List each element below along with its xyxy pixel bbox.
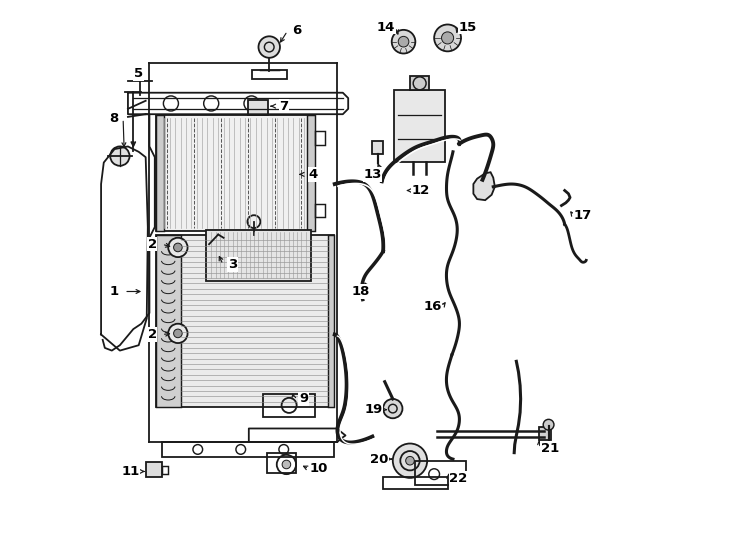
Circle shape: [543, 420, 554, 430]
Bar: [539, 427, 550, 440]
Text: 17: 17: [574, 208, 592, 222]
Text: 5: 5: [134, 68, 143, 80]
Text: 1: 1: [110, 285, 119, 298]
Circle shape: [168, 238, 188, 257]
Circle shape: [383, 399, 402, 418]
Circle shape: [406, 456, 414, 465]
Circle shape: [168, 323, 188, 343]
Bar: [248, 100, 268, 114]
Text: 3: 3: [228, 258, 237, 271]
Bar: [372, 141, 383, 154]
Bar: [156, 115, 315, 231]
Bar: [383, 477, 448, 489]
Text: 18: 18: [352, 285, 370, 298]
Circle shape: [282, 460, 291, 469]
Text: 5: 5: [134, 68, 143, 80]
Bar: [415, 461, 466, 485]
Text: 13: 13: [363, 168, 382, 181]
Text: 2: 2: [148, 238, 156, 251]
Text: 7: 7: [279, 100, 288, 113]
Circle shape: [174, 243, 182, 252]
Text: 15: 15: [459, 21, 477, 33]
Text: 12: 12: [412, 184, 430, 197]
Bar: [156, 235, 181, 407]
Text: 14: 14: [377, 21, 395, 33]
Bar: [161, 442, 334, 457]
Bar: [161, 465, 168, 474]
Circle shape: [393, 443, 427, 478]
Text: 21: 21: [540, 442, 559, 455]
Text: 11: 11: [122, 465, 139, 478]
Circle shape: [110, 146, 129, 166]
Bar: [328, 235, 334, 407]
Circle shape: [434, 24, 461, 51]
Text: 20: 20: [370, 453, 388, 465]
Bar: [145, 462, 161, 477]
Text: 10: 10: [310, 462, 328, 475]
Circle shape: [442, 32, 454, 44]
Circle shape: [392, 30, 415, 53]
Bar: [252, 70, 287, 79]
Text: 22: 22: [449, 472, 468, 485]
Text: 8: 8: [109, 112, 118, 125]
Polygon shape: [473, 172, 495, 200]
Text: 16: 16: [424, 300, 442, 313]
Bar: [264, 394, 315, 417]
Bar: [410, 76, 429, 90]
Bar: [394, 90, 445, 163]
Text: 9: 9: [299, 393, 308, 406]
Circle shape: [258, 36, 280, 58]
Bar: [315, 204, 324, 218]
Circle shape: [174, 329, 182, 338]
Bar: [156, 235, 334, 407]
Text: 4: 4: [309, 168, 318, 181]
Text: 19: 19: [364, 403, 382, 416]
Text: 2: 2: [148, 328, 156, 341]
Bar: [206, 230, 310, 281]
Bar: [315, 131, 324, 145]
Bar: [266, 453, 296, 473]
Bar: [156, 115, 164, 231]
Bar: [307, 115, 315, 231]
Circle shape: [399, 36, 409, 47]
Text: 6: 6: [293, 24, 302, 37]
